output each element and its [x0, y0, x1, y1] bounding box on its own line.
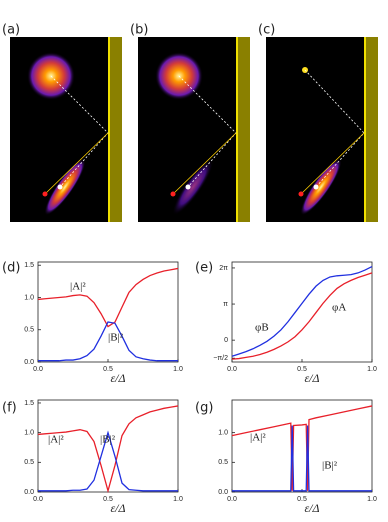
series-line — [231, 272, 373, 360]
series-line — [37, 267, 179, 328]
series-label: |A|² — [48, 434, 64, 446]
image-dot — [313, 184, 319, 190]
wall — [108, 37, 122, 222]
image-dot — [185, 184, 191, 190]
y-tick-label: 1.0 — [218, 429, 228, 436]
image-dot — [57, 184, 63, 190]
lower-blob — [300, 158, 342, 216]
series-label: |B|² — [108, 332, 124, 344]
ray-dashed — [304, 69, 365, 188]
x-axis-label: ε/Δ — [304, 371, 319, 385]
plot-frame — [37, 399, 179, 493]
y-tick-label: 0.5 — [24, 459, 34, 466]
series-line — [37, 405, 179, 494]
series-label: |B|² — [100, 434, 116, 446]
plot-frame — [231, 399, 373, 493]
y-tick-label: 0.5 — [218, 459, 228, 466]
wall — [236, 37, 250, 222]
x-tick-label: 1.0 — [367, 496, 377, 503]
y-tick-label: −π/2 — [213, 355, 228, 362]
series-line — [38, 430, 178, 492]
ray-solid — [44, 132, 109, 195]
y-tick-label: 0.5 — [24, 327, 34, 334]
field-image — [10, 37, 122, 222]
field-image — [266, 37, 378, 222]
panel-label: (f) — [2, 401, 17, 416]
x-tick-label: 0.0 — [33, 496, 43, 503]
y-tick-label: 2π — [219, 265, 228, 272]
y-tick-label: 0.0 — [24, 489, 34, 496]
plot-frame — [231, 261, 373, 363]
panel-label: (b) — [130, 23, 148, 38]
series-label: |B|² — [322, 460, 338, 472]
x-axis-label: ε/Δ — [304, 501, 319, 515]
x-tick-label: 0.5 — [103, 366, 113, 373]
panel-label: (a) — [2, 23, 20, 38]
x-tick-label: 1.0 — [367, 366, 377, 373]
y-tick-label: 0.0 — [24, 359, 34, 366]
x-tick-label: 0.5 — [297, 366, 307, 373]
ray-solid — [300, 132, 365, 195]
wall — [364, 37, 378, 222]
lower-blob — [44, 158, 86, 216]
wall-edge — [236, 37, 238, 222]
series-label: |A|² — [70, 281, 86, 293]
y-tick-label: 1.5 — [24, 262, 34, 269]
x-tick-label: 1.0 — [173, 496, 183, 503]
series-line — [231, 405, 373, 491]
x-axis-label: ε/Δ — [110, 371, 125, 385]
x-tick-label: 0.0 — [227, 366, 237, 373]
x-tick-label: 1.0 — [173, 366, 183, 373]
wall-edge — [364, 37, 366, 222]
y-tick-label: 1.0 — [24, 294, 34, 301]
panel-label: (g) — [195, 401, 213, 416]
series-label: φB — [255, 322, 269, 334]
x-tick-label: 0.5 — [297, 496, 307, 503]
source-dot — [298, 191, 304, 197]
x-axis-label: ε/Δ — [110, 501, 125, 515]
x-tick-label: 0.0 — [227, 496, 237, 503]
series-line — [231, 266, 373, 357]
series-label: |A|² — [250, 432, 266, 444]
ray-solid — [172, 132, 237, 195]
plot-frame — [37, 261, 179, 363]
panel-label: (c) — [258, 23, 275, 38]
field-image — [138, 37, 250, 222]
panel-label: (e) — [195, 261, 213, 276]
series-line — [232, 425, 372, 492]
source-dot — [170, 191, 176, 197]
x-tick-label: 0.0 — [33, 366, 43, 373]
series-line — [38, 321, 178, 362]
lower-blob — [172, 158, 214, 216]
panel-label: (d) — [2, 261, 20, 276]
y-tick-label: π — [223, 301, 228, 308]
series-label: φA — [332, 302, 346, 314]
source-dot — [42, 191, 48, 197]
y-tick-label: 0 — [224, 337, 228, 344]
y-tick-label: 0.0 — [218, 489, 228, 496]
y-tick-label: 1.0 — [24, 429, 34, 436]
y-tick-label: 1.5 — [24, 400, 34, 407]
x-tick-label: 0.5 — [103, 496, 113, 503]
wall-edge — [108, 37, 110, 222]
